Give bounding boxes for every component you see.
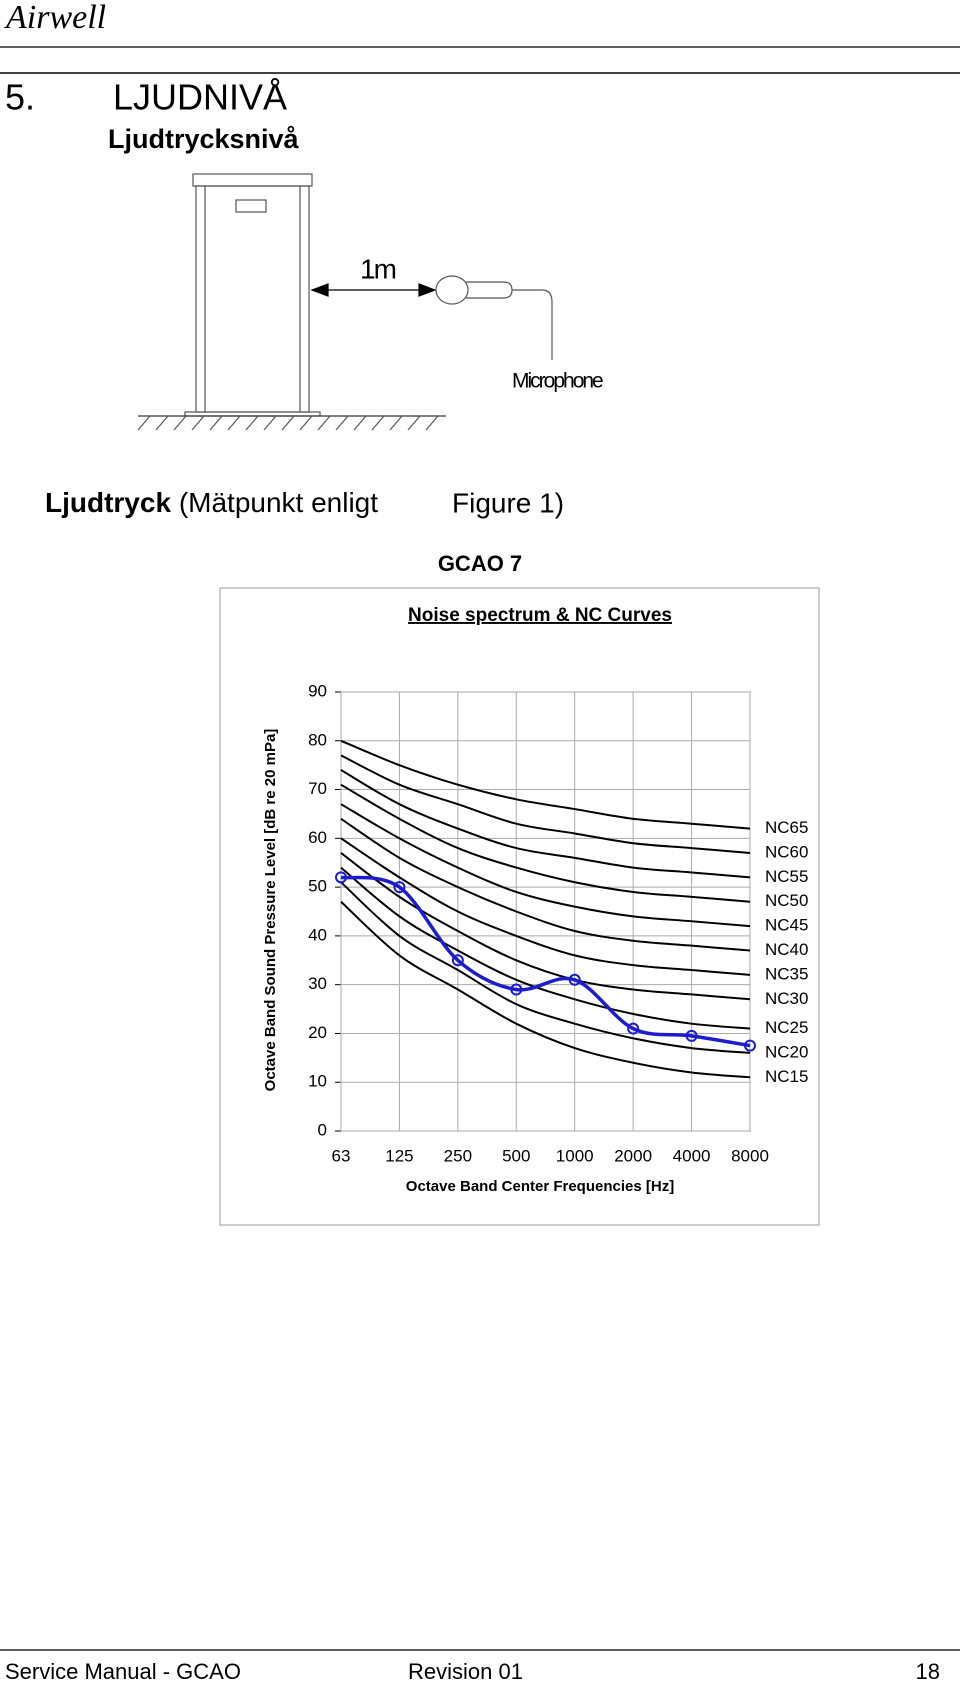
nc-curve — [340, 783, 751, 903]
chart-title: Noise spectrum & NC Curves — [408, 605, 672, 626]
y-tick-label: 0 — [318, 1120, 327, 1139]
legend-label: NC15 — [765, 1067, 808, 1086]
y-tick-label: 50 — [308, 877, 327, 896]
legend-label: NC25 — [765, 1018, 808, 1037]
legend-label: NC30 — [765, 989, 808, 1008]
x-tick-label: 8000 — [731, 1146, 769, 1165]
nc-curve — [340, 817, 751, 952]
x-tick-label: 250 — [444, 1146, 472, 1165]
caption-figure-ref: Figure 1) — [452, 487, 564, 518]
caption-bold: Ljudtryck — [45, 487, 171, 518]
data-point — [627, 1022, 640, 1035]
page-number: 18 — [916, 1659, 940, 1684]
caption-text: (Mätpunkt enligt — [179, 487, 378, 518]
x-tick-label: 63 — [332, 1146, 351, 1165]
x-tick-label: 500 — [502, 1146, 530, 1165]
legend-label: NC55 — [765, 867, 808, 886]
nc-curve — [340, 803, 751, 928]
legend-label: NC60 — [765, 842, 808, 861]
legend-label: NC20 — [765, 1042, 808, 1061]
nc-curve — [340, 739, 751, 830]
y-tick-label: 20 — [308, 1023, 327, 1042]
x-axis-label: Octave Band Center Frequencies [Hz] — [406, 1178, 674, 1195]
y-tick-label: 40 — [308, 925, 327, 944]
footer-center: Revision 01 — [408, 1659, 523, 1684]
section-title: LJUDNIVÅ — [113, 77, 287, 118]
y-tick-label: 80 — [308, 730, 327, 749]
legend-label: NC45 — [765, 916, 808, 935]
y-axis-label: Octave Band Sound Pressure Level [dB re … — [262, 729, 279, 1092]
legend-label: NC50 — [765, 891, 808, 910]
measured-curve — [340, 875, 751, 1048]
x-tick-label: 125 — [385, 1146, 413, 1165]
data-point — [335, 871, 347, 884]
y-tick-label: 90 — [308, 681, 327, 700]
data-point — [568, 973, 581, 986]
nc-curve — [340, 901, 751, 1079]
legend-label: NC35 — [765, 964, 808, 983]
data-point — [510, 983, 523, 996]
chart-frame — [219, 587, 820, 1226]
microphone-label: Microphone — [512, 370, 603, 393]
distance-label: 1m — [360, 253, 396, 284]
nc-curve — [340, 852, 751, 1001]
nc-curve — [340, 881, 751, 1054]
x-tick-label: 1000 — [556, 1146, 594, 1165]
section-subtitle: Ljudtrycksnivå — [108, 124, 300, 154]
x-tick-label: 2000 — [614, 1146, 652, 1165]
y-tick-label: 10 — [308, 1072, 327, 1091]
data-point — [451, 954, 464, 967]
plot-area — [340, 691, 751, 1132]
nc-curve — [340, 769, 751, 879]
legend-label: NC65 — [765, 818, 808, 837]
logo: Airwell — [4, 0, 106, 36]
footer-left: Service Manual - GCAO — [5, 1659, 241, 1684]
data-point — [393, 881, 406, 894]
nc-curve — [340, 754, 751, 854]
x-tick-label: 4000 — [673, 1146, 711, 1165]
plot: 0 10 20 30 40 50 60 70 80 90 63 125 250 500 1000 2000 40… — [308, 681, 808, 1165]
data-point — [744, 1039, 756, 1052]
data-point — [685, 1029, 698, 1042]
chart-heading: GCAO 7 — [438, 551, 522, 576]
y-tick-label: 70 — [308, 779, 327, 798]
measurement-diagram — [137, 173, 553, 431]
nc-curve — [340, 837, 751, 976]
y-tick-label: 30 — [308, 974, 327, 993]
caption: Ljudtryck (Mätpunkt enligt — [45, 487, 378, 518]
legend-label: NC40 — [765, 940, 808, 959]
section-number: 5. — [5, 77, 35, 118]
y-tick-label: 60 — [308, 828, 327, 847]
